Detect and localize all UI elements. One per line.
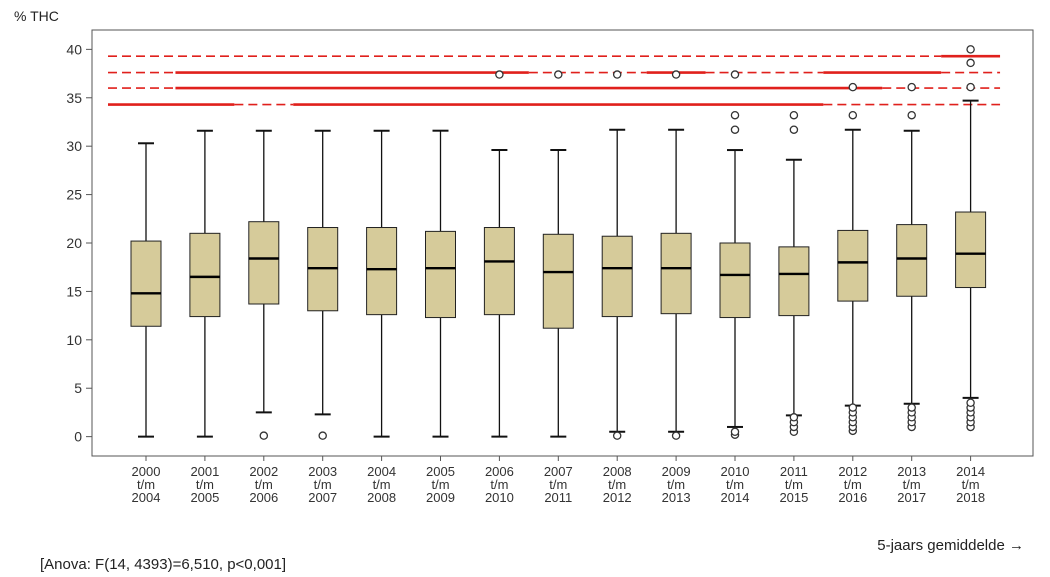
box xyxy=(837,229,869,302)
x-tick-label: t/m xyxy=(196,477,214,492)
x-tick-label: 2011 xyxy=(780,464,808,479)
x-tick-label: t/m xyxy=(137,477,155,492)
outlier-point xyxy=(848,110,858,120)
y-tick-label: 30 xyxy=(66,138,82,154)
outlier-point xyxy=(671,70,681,79)
x-tick-label: 2011 xyxy=(544,490,572,505)
outlier-point xyxy=(907,110,916,120)
outlier-point xyxy=(789,125,799,134)
outlier-point xyxy=(730,70,740,79)
x-tick-label: t/m xyxy=(431,477,449,492)
x-tick-label: t/m xyxy=(903,477,921,492)
box xyxy=(130,240,162,327)
x-tick-label: 2004 xyxy=(367,464,396,479)
x-tick-label: 2005 xyxy=(190,490,219,505)
y-tick-label: 10 xyxy=(66,332,82,348)
outlier-point xyxy=(907,403,916,412)
box xyxy=(719,242,751,319)
x-tick-label: 2008 xyxy=(603,464,632,479)
box xyxy=(425,230,456,319)
box xyxy=(542,233,574,329)
outlier-point xyxy=(259,431,269,440)
x-tick-label: 2016 xyxy=(838,490,867,505)
x-tick-label: 2006 xyxy=(249,490,278,505)
x-tick-label: t/m xyxy=(255,477,273,492)
x-tick-label: t/m xyxy=(373,477,391,492)
x-tick-label: t/m xyxy=(549,477,567,492)
outlier-point xyxy=(789,413,799,422)
x-tick-label: 2012 xyxy=(603,490,632,505)
outlier-point xyxy=(848,403,858,412)
x-tick-label: 2013 xyxy=(897,464,926,479)
box xyxy=(955,211,987,289)
x-tick-label: 2006 xyxy=(485,464,514,479)
x-tick-label: 2007 xyxy=(544,464,573,479)
x-tick-label: 2002 xyxy=(249,464,278,479)
x-tick-label: t/m xyxy=(962,477,980,492)
x-tick-label: 2003 xyxy=(308,464,337,479)
x-tick-label: 2014 xyxy=(721,490,750,505)
x-tick-label: t/m xyxy=(490,477,508,492)
outlier-point xyxy=(554,70,563,79)
x-tick-label: 2001 xyxy=(190,464,219,479)
outlier-point xyxy=(318,431,327,440)
y-tick-label: 0 xyxy=(74,429,82,445)
box xyxy=(896,224,928,297)
outlier-point xyxy=(495,70,504,79)
y-tick-label: 15 xyxy=(66,283,82,299)
x-tick-label: t/m xyxy=(844,477,862,492)
outlier-point xyxy=(612,431,622,440)
outlier-point xyxy=(907,82,916,92)
x-tick-label: 2000 xyxy=(132,464,161,479)
outlier-point xyxy=(730,110,740,120)
box xyxy=(660,232,692,315)
x-tick-label: 2009 xyxy=(426,490,455,505)
outlier-point xyxy=(612,70,622,79)
x-tick-label: 2014 xyxy=(956,464,985,479)
x-axis-label: 5-jaars gemiddelde → xyxy=(877,537,1024,554)
x-tick-label: 2008 xyxy=(367,490,396,505)
x-tick-label: 2004 xyxy=(132,490,161,505)
x-tick-label: t/m xyxy=(314,477,332,492)
box xyxy=(601,235,633,318)
box xyxy=(189,232,221,318)
box xyxy=(483,227,515,316)
x-tick-label: 2017 xyxy=(897,490,926,505)
outlier-point xyxy=(730,125,740,134)
y-tick-label: 35 xyxy=(66,90,82,106)
outlier-point xyxy=(730,427,740,437)
outlier-point xyxy=(671,431,681,440)
box xyxy=(366,227,398,316)
x-tick-label: t/m xyxy=(785,477,803,492)
y-tick-label: 40 xyxy=(66,41,82,57)
x-tick-label: t/m xyxy=(726,477,744,492)
y-tick-label: 25 xyxy=(66,187,82,203)
x-tick-label: 2009 xyxy=(662,464,691,479)
x-tick-label: 2012 xyxy=(838,464,867,479)
y-tick-label: 20 xyxy=(66,235,82,251)
box xyxy=(778,246,810,317)
y-axis-label: % THC xyxy=(14,8,59,24)
x-tick-label: t/m xyxy=(608,477,626,492)
anova-annotation: [Anova: F(14, 4393)=6,510, p<0,001] xyxy=(40,556,287,573)
outlier-point xyxy=(848,82,858,92)
y-tick-label: 5 xyxy=(74,380,82,396)
x-tick-label: 2005 xyxy=(426,464,455,479)
x-tick-label: 2010 xyxy=(485,490,514,505)
outlier-point xyxy=(966,45,975,54)
x-tick-label: 2018 xyxy=(956,490,985,505)
outlier-point xyxy=(966,58,975,68)
x-tick-label: t/m xyxy=(667,477,685,492)
outlier-point xyxy=(789,110,799,120)
x-tick-label: 2013 xyxy=(662,490,691,505)
outlier-point xyxy=(966,398,975,407)
x-tick-label: 2007 xyxy=(308,490,337,505)
outlier-point xyxy=(966,82,975,92)
box xyxy=(248,221,280,305)
x-tick-label: 2010 xyxy=(721,464,750,479)
x-tick-label: 2015 xyxy=(779,490,808,505)
